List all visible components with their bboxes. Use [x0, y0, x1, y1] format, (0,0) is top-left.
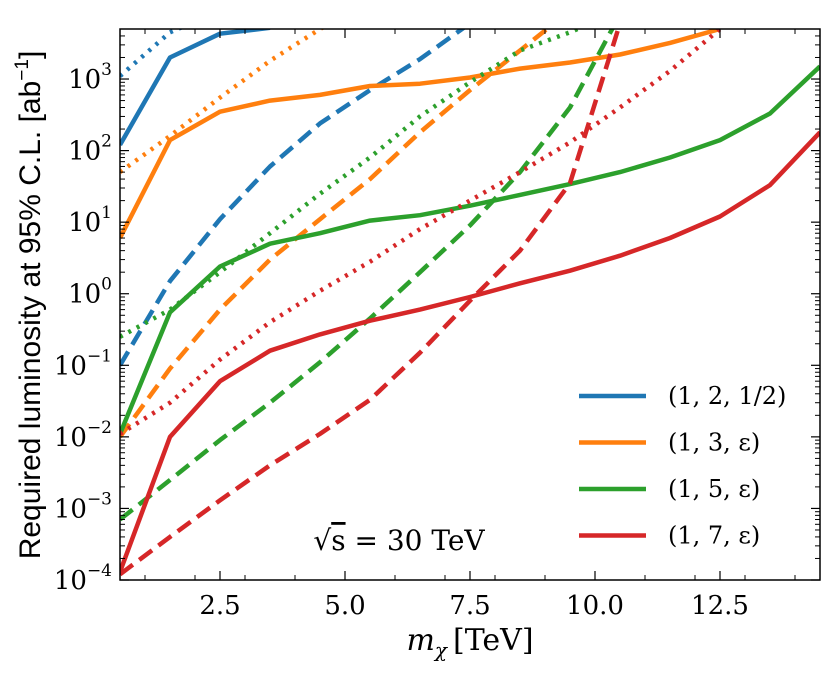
y-tick-label: 10−2: [54, 418, 112, 453]
x-axis-subscript: χ: [433, 638, 449, 662]
series-line-12: [120, 29, 722, 436]
x-axis-unit: [TeV]: [453, 623, 534, 658]
series-line-3: [120, 29, 184, 78]
series-line-6: [120, 29, 325, 174]
series-line-11: [120, 29, 621, 577]
legend-label-2: (1, 3, ε): [668, 429, 760, 457]
y-tick-label: 103: [68, 60, 112, 95]
y-axis-label-close: ]: [14, 51, 47, 59]
ticks-layer: 2.5 5.0 7.5 10.0 12.5 10−4 10−3 10−2 10−1 100 101 1…: [54, 28, 820, 621]
legend-label-1: (1, 2, 1/2): [668, 382, 786, 410]
y-tick-label: 10−3: [54, 489, 112, 524]
y-tick-label: 100: [68, 275, 112, 310]
series-layer: [120, 29, 820, 577]
series-line-7: [120, 64, 820, 435]
x-tick-label: 7.5: [449, 591, 490, 621]
y-axis-label: Required luminosity at 95% C.L. [ab−1]: [12, 51, 47, 560]
x-tick-label: 5.0: [324, 591, 365, 621]
energy-annotation: √s = 30 TeV: [313, 524, 485, 557]
y-axis-label-sup: −1: [12, 59, 33, 81]
energy-radicand: s: [331, 524, 345, 557]
series-line-2: [120, 29, 466, 367]
y-tick-label: 101: [68, 203, 112, 238]
series-line-8: [120, 29, 615, 522]
legend-label-3: (1, 5, ε): [668, 475, 760, 503]
series-line-4: [120, 29, 721, 240]
x-tick-label: 2.5: [199, 591, 240, 621]
y-axis-label-main: Required luminosity at 95% C.L. [ab: [14, 81, 47, 560]
legend: (1, 2, 1/2) (1, 3, ε) (1, 5, ε) (1, 7, ε): [579, 382, 786, 550]
y-tick-label: 10−1: [54, 346, 112, 381]
y-tick-label: 102: [68, 132, 112, 167]
x-tick-label: 12.5: [691, 591, 749, 621]
series-line-10: [120, 130, 820, 573]
x-axis-label: mχ [TeV]: [406, 623, 533, 662]
energy-value: = 30 TeV: [346, 524, 486, 557]
y-tick-label: 10−4: [54, 561, 112, 596]
x-tick-label: 10.0: [566, 591, 624, 621]
legend-label-4: (1, 7, ε): [668, 522, 760, 550]
series-line-5: [120, 29, 551, 439]
x-axis-symbol: m: [406, 623, 434, 658]
